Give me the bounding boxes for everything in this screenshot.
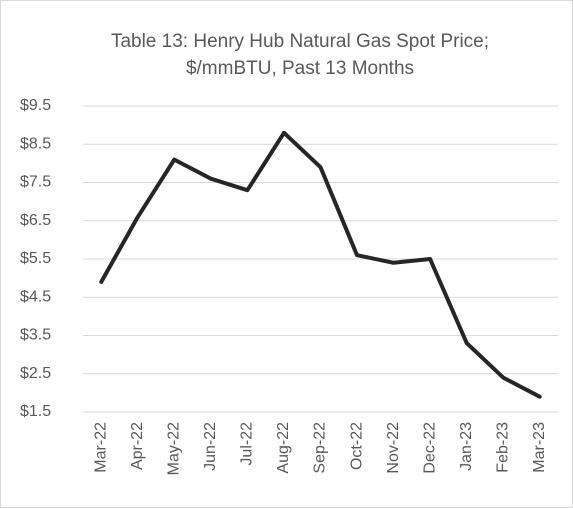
y-tick-label: $4.5 xyxy=(20,288,51,305)
y-tick-label: $9.5 xyxy=(20,97,51,114)
y-tick-label: $1.5 xyxy=(20,403,51,420)
x-tick-label: Dec-22 xyxy=(421,422,438,474)
x-tick-label: Jun-22 xyxy=(202,422,219,471)
chart-title: $/mmBTU, Past 13 Months xyxy=(186,58,414,79)
y-tick-label: $7.5 xyxy=(20,174,51,191)
y-tick-label: $6.5 xyxy=(20,212,51,229)
x-tick-label: Mar-23 xyxy=(531,422,548,473)
x-tick-label: Jan-23 xyxy=(458,422,475,471)
y-tick-label: $3.5 xyxy=(20,327,51,344)
x-tick-label: Jul-22 xyxy=(239,422,256,466)
x-tick-label: Feb-23 xyxy=(494,422,511,473)
x-tick-label: Nov-22 xyxy=(385,422,402,474)
chart-title: Table 13: Henry Hub Natural Gas Spot Pri… xyxy=(111,31,489,52)
x-tick-label: May-22 xyxy=(166,422,183,475)
y-tick-label: $2.5 xyxy=(20,365,51,382)
data-line xyxy=(99,130,542,399)
x-tick-label: Apr-22 xyxy=(129,422,146,470)
x-tick-label: Aug-22 xyxy=(275,422,292,474)
x-tick-label: Oct-22 xyxy=(348,422,365,470)
y-tick-label: $8.5 xyxy=(20,135,51,152)
x-tick-label: Sep-22 xyxy=(312,422,329,474)
y-tick-label: $5.5 xyxy=(20,250,51,267)
x-tick-label: Mar-22 xyxy=(92,422,109,473)
